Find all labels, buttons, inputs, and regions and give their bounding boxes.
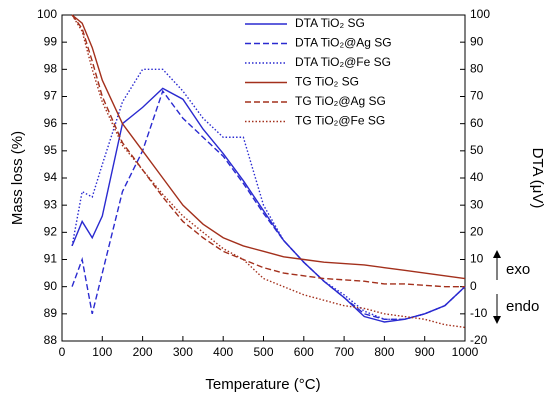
x-tick-label: 1000	[452, 345, 479, 359]
x-tick-label: 500	[253, 345, 273, 359]
legend-label: DTA TiO₂ SG	[295, 16, 365, 30]
y-tick-label: 88	[44, 333, 58, 347]
legend-label: TG TiO₂ SG	[295, 75, 359, 89]
y-axis-label: Mass loss (%)	[9, 131, 26, 225]
y2-tick-label: 90	[470, 34, 484, 48]
y2-tick-label: 20	[470, 225, 484, 239]
y2-tick-label: 10	[470, 252, 484, 266]
x-tick-label: 0	[59, 345, 66, 359]
series-line	[71, 14, 466, 329]
y-tick-label: 100	[37, 7, 57, 21]
x-tick-label: 600	[294, 345, 314, 359]
y2-tick-label: 50	[470, 143, 484, 157]
y2-tick-label: 60	[470, 116, 484, 130]
legend-label: DTA TiO₂@Ag SG	[295, 36, 392, 50]
y-tick-label: 89	[44, 306, 58, 320]
y-tick-label: 95	[44, 143, 58, 157]
x-tick-label: 400	[213, 345, 233, 359]
plot-frame	[61, 14, 466, 342]
annotation: endo	[506, 298, 539, 315]
x-tick-label: 800	[374, 345, 394, 359]
series-line	[71, 14, 466, 280]
y2-tick-label: 100	[470, 7, 490, 21]
y2-tick-label: -10	[470, 306, 488, 320]
y2-tick-label: 30	[470, 197, 484, 211]
series-line	[71, 68, 466, 320]
x-axis-label: Temperature (°C)	[205, 376, 320, 393]
y-tick-label: 93	[44, 197, 58, 211]
y-tick-label: 94	[44, 170, 58, 184]
y-tick-label: 91	[44, 252, 58, 266]
y2-tick-label: 80	[470, 62, 484, 76]
y-tick-label: 98	[44, 62, 58, 76]
x-tick-label: 200	[133, 345, 153, 359]
exo-arrowhead	[493, 250, 501, 258]
x-tick-label: 100	[92, 345, 112, 359]
legend-label: TG TiO₂@Fe SG	[295, 114, 385, 128]
series-line	[71, 87, 466, 323]
x-tick-label: 300	[173, 345, 193, 359]
endo-arrowhead	[493, 316, 501, 324]
y-tick-label: 99	[44, 34, 58, 48]
y-tick-label: 97	[44, 89, 58, 103]
y-tick-label: 96	[44, 116, 58, 130]
y-tick-label: 90	[44, 279, 58, 293]
series-line	[71, 14, 465, 288]
y2-tick-label: 0	[470, 279, 477, 293]
y2-axis-label: DTA (μV)	[529, 148, 546, 209]
x-tick-label: 900	[415, 345, 435, 359]
annotation: exo	[506, 261, 530, 278]
legend-label: DTA TiO₂@Fe SG	[295, 55, 391, 69]
y-tick-label: 92	[44, 225, 58, 239]
y2-tick-label: 70	[470, 89, 484, 103]
y2-tick-label: -20	[470, 333, 488, 347]
series-line	[71, 89, 466, 320]
x-tick-label: 700	[334, 345, 354, 359]
legend-label: TG TiO₂@Ag SG	[295, 94, 386, 108]
y2-tick-label: 40	[470, 170, 484, 184]
